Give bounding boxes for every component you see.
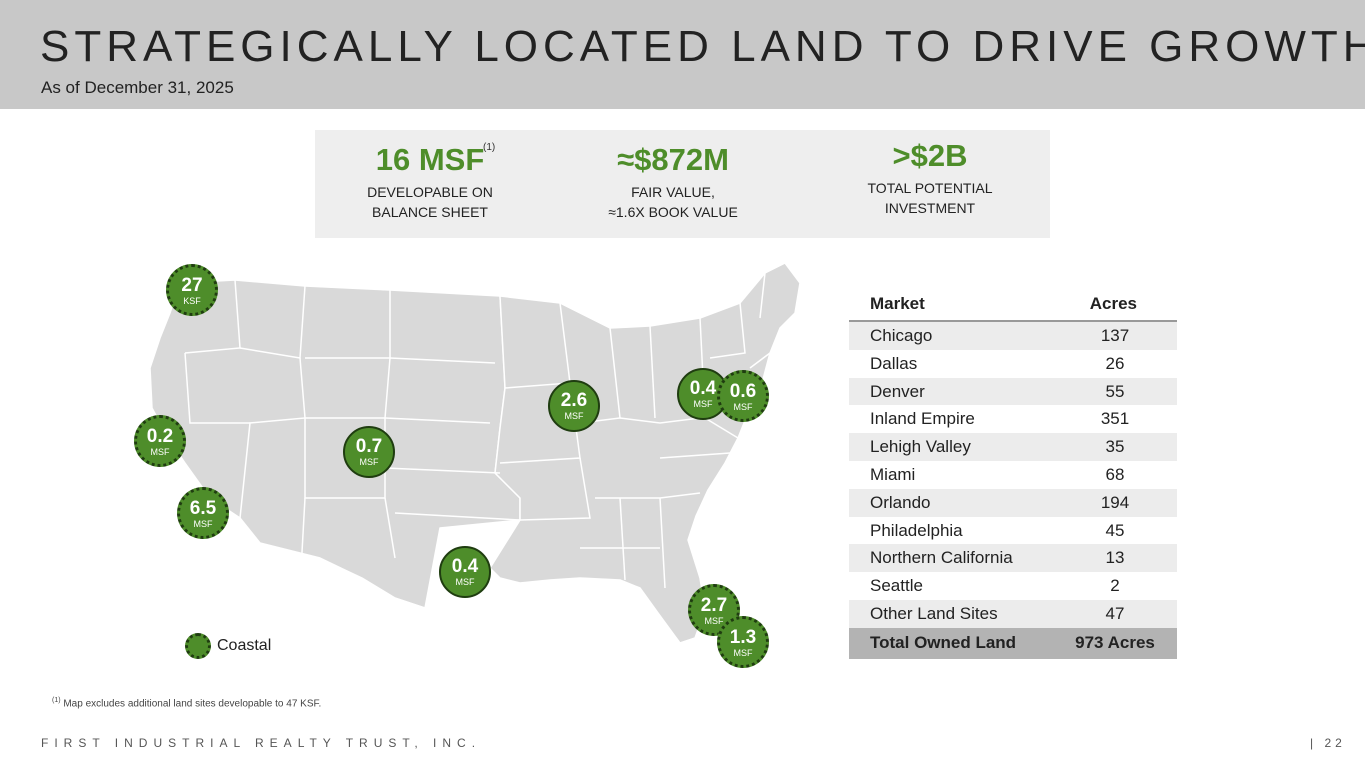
marker-value: 0.2 (146, 426, 174, 447)
map-marker-seattle: 27 KSF (166, 264, 218, 316)
marker-value: 1.3 (729, 627, 757, 648)
us-map (149, 262, 801, 644)
marker-unit: MSF (704, 616, 724, 626)
cell-market: Inland Empire (870, 409, 975, 429)
table-header: Market Acres (849, 288, 1177, 322)
stat-label: INVESTMENT (884, 200, 976, 216)
marker-value: 0.6 (729, 381, 757, 402)
cell-acres: 26 (1105, 353, 1125, 373)
marker-unit: MSF (150, 447, 170, 457)
table-row: Other Land Sites 47 (849, 599, 1177, 628)
cell-acres: 35 (1105, 437, 1125, 457)
marker-unit: MSF (564, 411, 584, 421)
map-marker-chicago: 2.6 MSF (548, 380, 600, 432)
cell-market: Dallas (870, 353, 918, 373)
cell-acres: 13 (1105, 548, 1125, 568)
cell-acres: 351 (1100, 409, 1130, 429)
stat-label: TOTAL POTENTIAL (867, 180, 993, 196)
stat-value: >$2B (892, 138, 968, 173)
cell-market: Northern California (870, 548, 1013, 568)
marker-unit: KSF (183, 296, 201, 306)
cell-market: Philadelphia (870, 520, 963, 540)
marker-unit: MSF (359, 457, 379, 467)
table-row: Denver 55 (849, 377, 1177, 406)
marker-value: 0.4 (451, 556, 479, 577)
stats-panel: 16 MSF DEVELOPABLE ON BALANCE SHEET (1) … (315, 130, 1050, 238)
cell-market: Seattle (870, 576, 923, 596)
map-marker-miami: 1.3 MSF (717, 616, 769, 668)
table-row: Inland Empire 351 (849, 405, 1177, 433)
stat-value: 16 MSF (375, 142, 485, 177)
cell-total-label: Total Owned Land (870, 632, 1017, 652)
stat-developable: 16 MSF DEVELOPABLE ON BALANCE SHEET (355, 142, 505, 222)
column-header-market: Market (870, 294, 925, 313)
cell-market: Miami (870, 464, 916, 484)
marker-unit: MSF (733, 402, 753, 412)
footnote-text: Map excludes additional land sites devel… (63, 698, 322, 710)
cell-total-acres: 973 Acres (1075, 632, 1155, 652)
marker-unit: MSF (193, 519, 213, 529)
footnote-marker: (1) (52, 697, 61, 704)
footnote: (1) Map excludes additional land sites d… (52, 697, 321, 709)
stat-total-investment: >$2B TOTAL POTENTIAL INVESTMENT (855, 138, 1005, 218)
map-marker-inland-empire: 6.5 MSF (177, 487, 229, 539)
table-total-row: Total Owned Land 973 Acres (849, 627, 1177, 659)
marker-unit: MSF (733, 648, 753, 658)
marker-value: 0.7 (355, 436, 383, 457)
stat-label: FAIR VALUE, (631, 184, 715, 200)
us-map-east (489, 262, 801, 644)
stat-label: BALANCE SHEET (372, 204, 488, 220)
marker-unit: MSF (693, 399, 713, 409)
table-row: Orlando 194 (849, 488, 1177, 517)
cell-acres: 68 (1105, 464, 1125, 484)
table-row: Miami 68 (849, 461, 1177, 489)
land-acres-table: Market Acres Chicago 137 Dallas 26 Denver 5… (849, 288, 1177, 659)
cell-acres: 137 (1100, 326, 1130, 345)
stat-label: ≈1.6X BOOK VALUE (608, 204, 738, 220)
column-header-acres: Acres (1089, 294, 1137, 313)
cell-acres: 45 (1105, 520, 1125, 540)
page-subtitle: As of December 31, 2025 (41, 78, 234, 97)
stat-footnote-marker: (1) (483, 142, 496, 153)
company-name: FIRST INDUSTRIAL REALTY TRUST, INC. (41, 736, 482, 750)
cell-market: Other Land Sites (870, 603, 998, 623)
page-number: | 22 (1310, 736, 1346, 750)
cell-market: Orlando (870, 492, 931, 512)
cell-acres: 194 (1100, 492, 1130, 512)
page-title: STRATEGICALLY LOCATED LAND TO DRIVE GROW… (40, 22, 1365, 71)
cell-market: Chicago (870, 326, 933, 345)
stat-label: DEVELOPABLE ON (367, 184, 493, 200)
marker-value: 0.4 (689, 378, 717, 399)
cell-market: Lehigh Valley (870, 437, 971, 457)
legend-label: Coastal (217, 637, 272, 654)
marker-value: 27 (181, 275, 203, 296)
table-row: Dallas 26 (849, 350, 1177, 378)
header-bar: STRATEGICALLY LOCATED LAND TO DRIVE GROW… (0, 0, 1365, 109)
cell-market: Denver (870, 381, 925, 401)
stat-value: ≈$872M (617, 142, 729, 177)
cell-acres: 55 (1105, 381, 1125, 401)
stat-fair-value: ≈$872M FAIR VALUE, ≈1.6X BOOK VALUE (598, 142, 748, 222)
marker-unit: MSF (455, 577, 475, 587)
table-row: Lehigh Valley 35 (849, 433, 1177, 461)
table-row: Chicago 137 (849, 322, 1177, 350)
marker-value: 2.6 (560, 390, 588, 411)
marker-value: 6.5 (189, 498, 217, 519)
map-marker-northern-california: 0.2 MSF (134, 415, 186, 467)
map-marker-philadelphia: 0.6 MSF (717, 370, 769, 422)
coastal-legend-icon (185, 633, 211, 659)
table-row: Northern California 13 (849, 544, 1177, 573)
marker-value: 2.7 (700, 595, 728, 616)
cell-acres: 2 (1110, 576, 1120, 596)
table-row: Philadelphia 45 (849, 517, 1177, 545)
cell-acres: 47 (1105, 603, 1125, 623)
table-row: Seattle 2 (849, 572, 1177, 600)
map-marker-denver: 0.7 MSF (343, 426, 395, 478)
map-marker-dallas: 0.4 MSF (439, 546, 491, 598)
